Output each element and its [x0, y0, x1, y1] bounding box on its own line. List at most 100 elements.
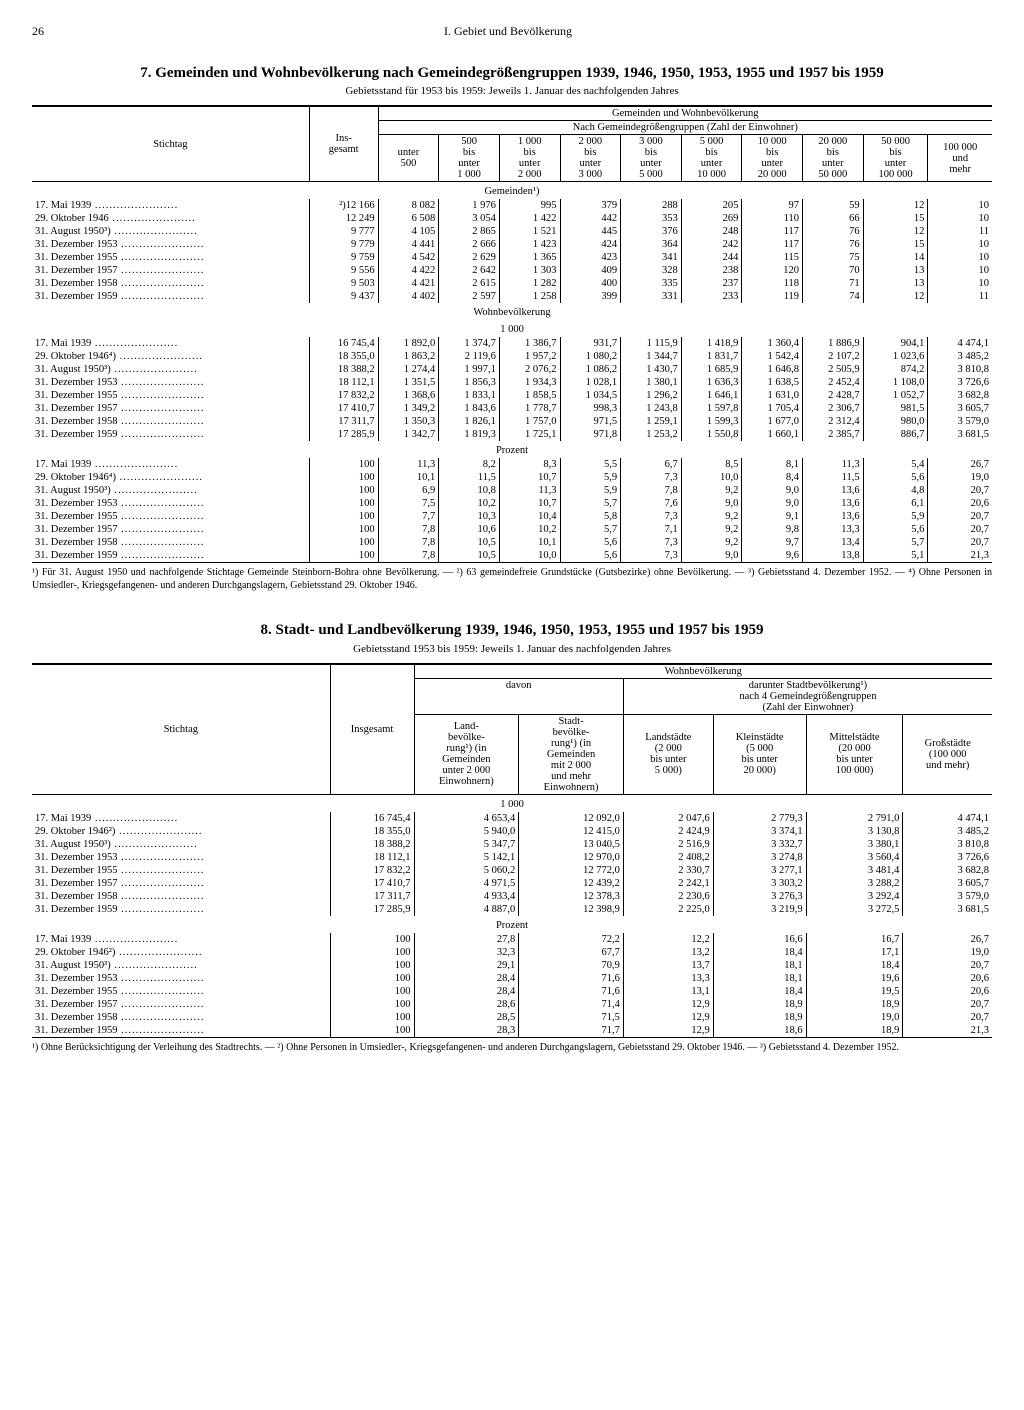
cell: 1 344,7: [621, 350, 682, 363]
cell: 9 437: [309, 290, 378, 303]
cell: 76: [803, 225, 864, 238]
row-date: 17. Mai 1939: [32, 933, 330, 946]
cell: 2 629: [439, 251, 500, 264]
cell: 4 441: [378, 238, 439, 251]
cell: 3 292,4: [806, 890, 903, 903]
cell: 12: [863, 225, 928, 238]
cell: 3 579,0: [928, 415, 992, 428]
cell: 97: [742, 199, 803, 212]
cell: 1 997,1: [439, 363, 500, 376]
cell: 9,0: [681, 549, 742, 563]
cell: 100: [309, 484, 378, 497]
row-date: 31. August 1950³): [32, 484, 309, 497]
cell: 1 705,4: [742, 402, 803, 415]
cell: 2 505,9: [803, 363, 864, 376]
cell: 5,7: [863, 536, 928, 549]
row-date: 31. Dezember 1953: [32, 376, 309, 389]
cell: 399: [560, 290, 621, 303]
cell: 1 350,3: [378, 415, 439, 428]
cell: 2 330,7: [623, 864, 713, 877]
cell: 117: [742, 225, 803, 238]
cell: 17 285,9: [330, 903, 414, 916]
cell: 13,6: [803, 510, 864, 523]
cell: 3 272,5: [806, 903, 903, 916]
col-header: Mittelstädte (20 000 bis unter 100 000): [806, 714, 903, 794]
col-header: Kleinstädte (5 000 bis unter 20 000): [713, 714, 806, 794]
col-header: Großstädte (100 000 und mehr): [903, 714, 992, 794]
row-date: 31. Dezember 1953: [32, 851, 330, 864]
row-date: 31. Dezember 1958: [32, 277, 309, 290]
cell: 7,3: [621, 536, 682, 549]
cell: 995: [499, 199, 560, 212]
cell: 18,9: [806, 1024, 903, 1038]
cell: 8,4: [742, 471, 803, 484]
section-label: 1 000: [32, 794, 992, 812]
cell: 9 759: [309, 251, 378, 264]
cell: 998,3: [560, 402, 621, 415]
cell: 12 415,0: [519, 825, 624, 838]
cell: 115: [742, 251, 803, 264]
cell: 3 374,1: [713, 825, 806, 838]
row-date: 31. Dezember 1955: [32, 510, 309, 523]
cell: 1 386,7: [499, 337, 560, 350]
cell: 11,3: [803, 458, 864, 471]
cell: 100: [309, 510, 378, 523]
cell: 6 508: [378, 212, 439, 225]
cell: 242: [681, 238, 742, 251]
cell: 10: [928, 264, 992, 277]
cell: 1 863,2: [378, 350, 439, 363]
cell: 10,7: [499, 497, 560, 510]
row-date: 29. Oktober 1946: [32, 212, 309, 225]
cell: 7,8: [378, 523, 439, 536]
cell: 1 886,9: [803, 337, 864, 350]
cell: ²)12 166: [309, 199, 378, 212]
cell: 16,7: [806, 933, 903, 946]
cell: 13,6: [803, 497, 864, 510]
cell: 1 349,2: [378, 402, 439, 415]
cell: 19,6: [806, 972, 903, 985]
cell: 5,6: [560, 549, 621, 563]
cell: 2 306,7: [803, 402, 864, 415]
cell: 16,6: [713, 933, 806, 946]
cell: 10,5: [439, 536, 500, 549]
cell: 12 092,0: [519, 812, 624, 825]
cell: 1 819,3: [439, 428, 500, 441]
cell: 12 439,2: [519, 877, 624, 890]
cell: 11,3: [378, 458, 439, 471]
cell: 328: [621, 264, 682, 277]
cell: 100: [330, 985, 414, 998]
cell: 72,2: [519, 933, 624, 946]
cell: 9,0: [742, 497, 803, 510]
cell: 1 599,3: [681, 415, 742, 428]
cell: 9,2: [681, 536, 742, 549]
cell: 17,1: [806, 946, 903, 959]
cell: 1 253,2: [621, 428, 682, 441]
cell: 3 810,8: [928, 363, 992, 376]
cell: 1 542,4: [742, 350, 803, 363]
cell: 20,7: [928, 510, 992, 523]
cell: 1 631,0: [742, 389, 803, 402]
cell: 20,7: [928, 536, 992, 549]
cell: 100: [330, 933, 414, 946]
cell: 18 112,1: [330, 851, 414, 864]
cell: 66: [803, 212, 864, 225]
cell: 2 076,2: [499, 363, 560, 376]
cell: 1 258: [499, 290, 560, 303]
cell: 10,3: [439, 510, 500, 523]
cell: 1 282: [499, 277, 560, 290]
col-header: 10 000 bis unter 20 000: [742, 135, 803, 182]
cell: 5,9: [560, 484, 621, 497]
cell: 100: [309, 536, 378, 549]
cell: 12,2: [623, 933, 713, 946]
cell: 18,1: [713, 959, 806, 972]
cell: 1 957,2: [499, 350, 560, 363]
cell: 59: [803, 199, 864, 212]
cell: 3 579,0: [903, 890, 992, 903]
cell: 3 332,7: [713, 838, 806, 851]
cell: 238: [681, 264, 742, 277]
cell: 18,9: [713, 1011, 806, 1024]
page-number: 26: [32, 24, 44, 53]
cell: 2 408,2: [623, 851, 713, 864]
cell: 19,0: [903, 946, 992, 959]
cell: 1 418,9: [681, 337, 742, 350]
